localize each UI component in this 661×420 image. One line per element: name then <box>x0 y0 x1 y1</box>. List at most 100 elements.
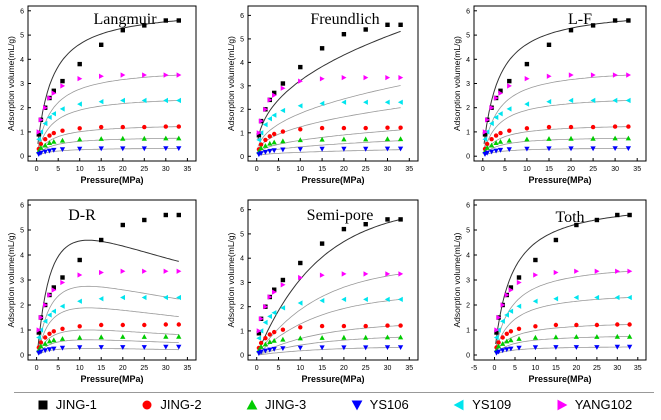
data-point-jing-2 <box>546 124 552 130</box>
data-point-ys106 <box>297 345 303 351</box>
data-point-jing-3 <box>77 136 83 142</box>
data-point-ys109 <box>363 99 368 105</box>
data-point-ys109 <box>397 99 403 105</box>
data-point-ys109 <box>141 97 147 104</box>
data-point-ys109 <box>297 103 303 109</box>
data-point-jing-1 <box>508 285 514 290</box>
data-point-ys106 <box>163 344 169 350</box>
data-point-ys109 <box>516 303 522 309</box>
data-point-jing-2 <box>272 329 277 335</box>
data-point-jing-3 <box>506 137 512 143</box>
data-point-ys106 <box>98 345 104 350</box>
x-tick-label: 5 <box>513 365 517 372</box>
y-tick-label: 3 <box>466 81 470 88</box>
x-axis-label: Pressure(MPa) <box>301 175 364 185</box>
data-point-ys109 <box>614 294 620 301</box>
data-point-ys106 <box>516 345 522 351</box>
data-point-ys106 <box>59 345 66 351</box>
fit-curve-ys109 <box>495 297 630 351</box>
x-tick-label: 10 <box>523 166 531 173</box>
data-point-jing-2 <box>504 331 509 336</box>
data-point-jing-3 <box>500 341 506 346</box>
data-point-jing-3 <box>297 137 303 143</box>
fit-curve-jing-2 <box>37 126 179 154</box>
data-point-ys109 <box>319 100 325 107</box>
data-point-yang102 <box>341 271 347 277</box>
y-axis-label: Adsorption volume(mL/g) <box>6 36 16 131</box>
x-tick-label: 0 <box>255 365 259 372</box>
data-point-ys109 <box>493 334 499 341</box>
data-point-ys109 <box>262 319 268 326</box>
data-point-yang102 <box>38 314 44 321</box>
data-point-ys109 <box>590 97 596 104</box>
data-point-ys106 <box>573 345 579 350</box>
data-point-jing-1 <box>120 222 125 228</box>
data-point-yang102 <box>398 271 404 277</box>
x-tick-label: 30 <box>162 166 170 173</box>
data-point-ys106 <box>625 146 631 151</box>
data-point-ys109 <box>627 294 632 301</box>
x-tick-label: 10 <box>296 166 304 173</box>
data-point-jing-2 <box>120 124 126 130</box>
data-point-yang102 <box>494 327 500 333</box>
data-point-jing-2 <box>99 124 104 130</box>
data-point-ys109 <box>594 294 600 301</box>
x-tick-label: 25 <box>589 166 597 173</box>
data-point-yang102 <box>43 302 48 308</box>
data-point-jing-2 <box>280 129 286 134</box>
x-tick-label: 20 <box>573 365 581 372</box>
legend: JING-1 JING-2 JING-3 YS106 YS109 YANG102 <box>14 392 654 416</box>
data-point-yang102 <box>615 268 620 274</box>
data-point-ys109 <box>489 120 494 127</box>
x-tick-label: 20 <box>340 166 348 173</box>
data-point-jing-3 <box>141 135 147 141</box>
data-point-jing-3 <box>489 142 495 148</box>
data-point-yang102 <box>120 268 126 274</box>
data-point-yang102 <box>99 73 104 79</box>
y-tick-label: 5 <box>466 33 470 40</box>
data-point-ys109 <box>280 107 286 114</box>
data-point-jing-1 <box>36 132 41 137</box>
data-point-jing-3 <box>267 339 273 344</box>
data-point-jing-1 <box>120 28 125 33</box>
y-tick-label: 0 <box>466 154 470 161</box>
data-point-jing-3 <box>590 135 596 141</box>
data-point-yang102 <box>280 282 286 288</box>
data-point-ys106 <box>51 346 57 352</box>
data-point-jing-2 <box>51 329 56 334</box>
y-tick-label: 6 <box>240 13 244 20</box>
data-point-jing-1 <box>615 212 620 218</box>
data-point-jing-3 <box>614 333 620 339</box>
data-point-ys109 <box>612 97 618 104</box>
x-axis-label: Pressure(MPa) <box>528 374 591 384</box>
data-point-jing-2 <box>77 126 82 131</box>
data-point-jing-2 <box>574 322 579 328</box>
data-point-ys109 <box>77 101 82 107</box>
data-point-jing-3 <box>594 334 600 339</box>
data-point-jing-2 <box>489 137 494 142</box>
x-tick-label: 15 <box>552 365 560 372</box>
data-point-jing-3 <box>42 142 48 148</box>
fit-curve-yang102 <box>483 74 629 149</box>
data-point-yang102 <box>142 268 147 274</box>
data-point-ys106 <box>38 349 44 355</box>
x-tick-label: 0 <box>255 166 259 173</box>
data-point-ys106 <box>484 150 490 156</box>
data-point-jing-1 <box>553 237 559 243</box>
fit-curve-jing-1 <box>37 239 179 348</box>
data-point-ys109 <box>568 97 574 104</box>
x-tick-label: 15 <box>318 166 326 173</box>
data-point-jing-2 <box>516 326 522 331</box>
data-point-ys106 <box>319 146 325 152</box>
x-tick-label: 15 <box>97 365 105 372</box>
y-axis-label: Adsorption volume(mL/g) <box>452 36 462 131</box>
data-point-ys109 <box>256 137 262 143</box>
data-point-ys106 <box>46 347 53 353</box>
data-point-jing-3 <box>51 139 57 144</box>
data-point-jing-1 <box>99 237 104 243</box>
data-point-jing-1 <box>590 23 596 28</box>
y-tick-label: 0 <box>20 353 24 360</box>
x-tick-label: 0 <box>493 365 497 372</box>
data-point-ys109 <box>256 335 262 341</box>
y-tick-label: 4 <box>466 253 470 260</box>
